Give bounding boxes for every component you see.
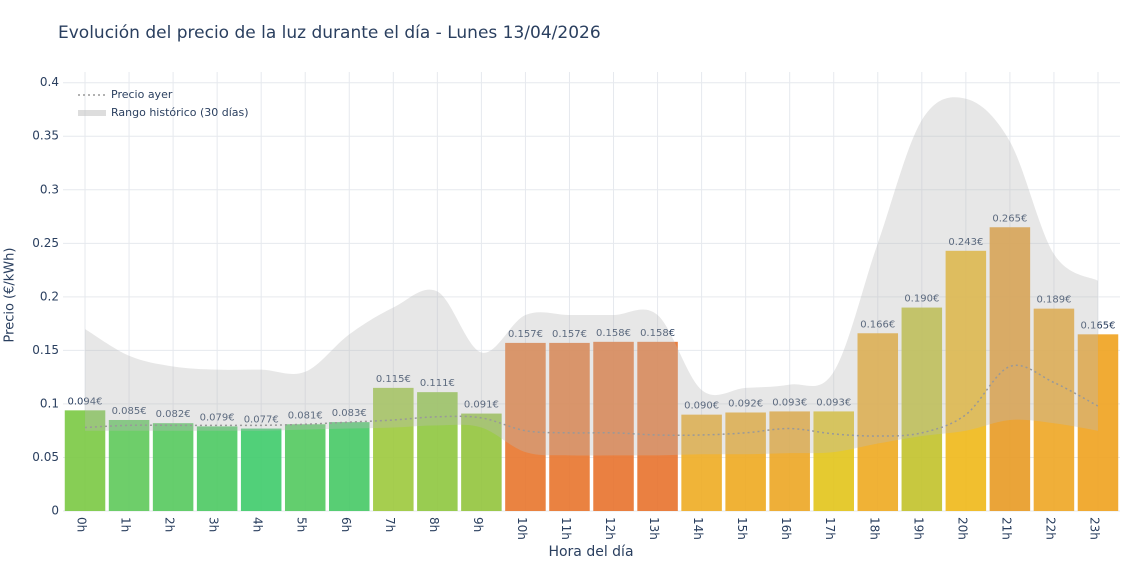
- x-tick-label: 17h: [823, 517, 837, 540]
- bar: [1077, 334, 1119, 511]
- x-tick-label: 2h: [163, 517, 177, 532]
- y-tick-label: 0.35: [32, 129, 59, 143]
- value-label: 0.093€: [772, 397, 807, 408]
- x-tick-label: 0h: [75, 517, 89, 532]
- legend-band-swatch: [78, 110, 106, 116]
- y-axis-title: Precio (€/kWh): [3, 248, 18, 343]
- bar: [813, 411, 854, 511]
- x-tick-label: 1h: [119, 517, 133, 532]
- x-tick-label: 21h: [999, 517, 1013, 540]
- x-tick-label: 14h: [691, 517, 705, 540]
- bar: [196, 426, 238, 511]
- chart-title: Evolución del precio de la luz durante e…: [58, 23, 601, 43]
- y-tick-label: 0.3: [40, 182, 59, 196]
- bar: [417, 392, 458, 511]
- value-label: 0.090€: [684, 401, 719, 412]
- value-label: 0.166€: [860, 319, 895, 330]
- bar: [549, 342, 590, 511]
- bar: [373, 387, 414, 511]
- y-tick-label: 0: [51, 504, 59, 518]
- x-axis-title: Hora del día: [548, 544, 633, 560]
- bar: [108, 419, 150, 511]
- x-tick-label: 4h: [251, 517, 265, 532]
- x-tick-label: 13h: [647, 517, 661, 540]
- bar: [857, 333, 899, 511]
- y-tick-label: 0.25: [32, 236, 59, 250]
- x-tick-label: 11h: [559, 517, 573, 540]
- value-label: 0.081€: [288, 410, 323, 421]
- x-tick-label: 10h: [515, 517, 529, 540]
- bar: [329, 422, 370, 511]
- bar: [284, 424, 326, 511]
- x-tick-label: 5h: [295, 517, 309, 532]
- bar: [945, 250, 987, 511]
- bar: [593, 341, 634, 511]
- value-label: 0.083€: [332, 408, 367, 419]
- bar: [637, 341, 678, 511]
- x-tick-label: 9h: [471, 517, 485, 532]
- value-label: 0.158€: [640, 328, 675, 339]
- value-label: 0.243€: [948, 237, 983, 248]
- value-label: 0.190€: [904, 294, 939, 305]
- x-tick-label: 15h: [735, 517, 749, 540]
- x-tick-label: 8h: [427, 517, 441, 532]
- value-label: 0.092€: [728, 398, 763, 409]
- bar: [152, 423, 194, 511]
- bar: [1033, 308, 1075, 511]
- y-tick-label: 0.05: [32, 450, 59, 464]
- x-tick-label: 7h: [383, 517, 397, 532]
- legend-label: Rango histórico (30 días): [111, 106, 249, 119]
- x-tick-label: 16h: [779, 517, 793, 540]
- value-label: 0.093€: [816, 397, 851, 408]
- value-label: 0.077€: [244, 415, 279, 426]
- legend-label: Precio ayer: [111, 88, 173, 101]
- value-label: 0.082€: [156, 409, 191, 420]
- y-tick-label: 0.15: [32, 343, 59, 357]
- value-label: 0.158€: [596, 328, 631, 339]
- value-label: 0.079€: [200, 412, 235, 423]
- value-label: 0.157€: [552, 329, 587, 340]
- bar: [989, 227, 1031, 511]
- value-label: 0.165€: [1080, 320, 1115, 331]
- bar: [505, 342, 546, 511]
- x-tick-label: 23h: [1087, 517, 1101, 540]
- bar: [240, 428, 282, 511]
- x-tick-label: 22h: [1043, 517, 1057, 540]
- x-tick-label: 18h: [867, 517, 881, 540]
- value-label: 0.265€: [992, 213, 1027, 224]
- value-label: 0.115€: [376, 374, 411, 385]
- y-tick-label: 0.4: [40, 75, 59, 89]
- range-band: [85, 97, 1098, 456]
- value-label: 0.189€: [1036, 295, 1071, 306]
- x-tick-label: 6h: [339, 517, 353, 532]
- x-tick-label: 19h: [911, 517, 925, 540]
- bar: [681, 414, 722, 511]
- value-label: 0.085€: [112, 406, 147, 417]
- value-label: 0.111€: [420, 378, 455, 389]
- value-label: 0.091€: [464, 400, 499, 411]
- bar: [901, 307, 943, 511]
- x-tick-label: 12h: [603, 517, 617, 540]
- value-label: 0.157€: [508, 329, 543, 340]
- bar: [461, 413, 502, 511]
- bar: [769, 411, 810, 511]
- y-tick-label: 0.1: [40, 396, 59, 410]
- line-yesterday: [84, 364, 1099, 437]
- value-label: 0.094€: [68, 396, 103, 407]
- x-tick-label: 20h: [955, 517, 969, 540]
- bar: [725, 412, 766, 511]
- y-tick-label: 0.2: [40, 289, 59, 303]
- x-tick-label: 3h: [207, 517, 221, 532]
